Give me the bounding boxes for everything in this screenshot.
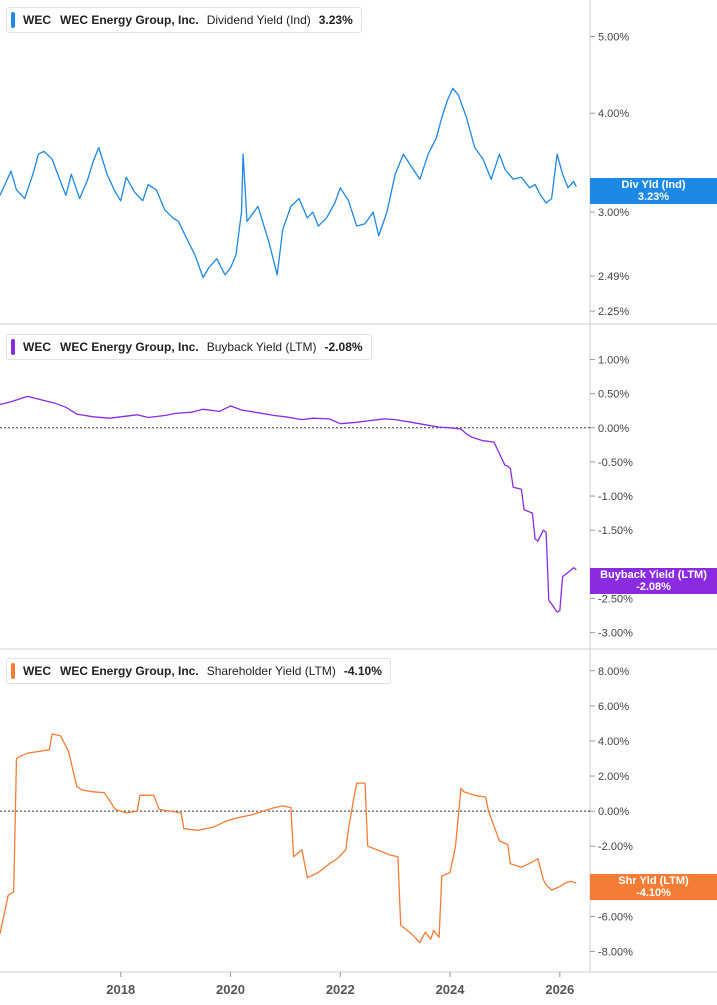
xtick-label: 2022 [326,982,355,997]
buyback-ytick-label: -1.00% [598,491,633,503]
dividend-ytick-label: 3.00% [598,207,629,219]
shareholder-ytick-label: 2.00% [598,771,629,783]
xtick-label: 2018 [106,982,135,997]
shareholder-legend-metric: Shareholder Yield (LTM) [206,664,336,678]
shareholder-badge-value: -4.10% [636,887,671,899]
buyback-legend[interactable]: WEC WEC Energy Group, Inc. Buyback Yield… [6,334,372,360]
buyback-ytick-label: -0.50% [598,457,633,469]
dividend-value-badge: Div Yld (Ind) 3.23% [590,178,717,204]
dividend-ytick-label: 2.25% [598,306,629,318]
shareholder-badge-label: Shr Yld (LTM) [618,875,689,887]
buyback-badge-value: -2.08% [636,581,671,593]
dividend-ytick-label: 2.49% [598,271,629,283]
shareholder-ytick-label: 4.00% [598,736,629,748]
buyback-ytick-label: -1.50% [598,525,633,537]
dividend-legend-swatch [11,12,15,28]
xtick-label: 2024 [436,982,466,997]
dividend-badge-label: Div Yld (Ind) [621,179,686,191]
xtick-label: 2020 [216,982,245,997]
dividend-badge-value: 3.23% [637,191,670,203]
dividend-series-line [0,87,577,279]
buyback-ytick-label: 0.50% [598,389,629,401]
shareholder-legend[interactable]: WEC WEC Energy Group, Inc. Shareholder Y… [6,658,391,684]
shareholder-legend-ticker: WEC [23,664,51,678]
buyback-legend-metric: Buyback Yield (LTM) [206,340,317,354]
shareholder-ytick-label: -8.00% [598,946,633,958]
xtick-label: 2026 [545,982,574,997]
buyback-ytick-label: 1.00% [598,354,629,366]
dividend-legend-value: 3.23% [318,13,353,27]
buyback-ytick-label: -3.00% [598,628,633,640]
shareholder-ytick-label: 8.00% [598,666,629,678]
buyback-legend-value: -2.08% [324,340,363,354]
buyback-legend-swatch [11,339,15,355]
shareholder-ytick-label: -2.00% [598,841,633,853]
dividend-legend-metric: Dividend Yield (Ind) [206,13,311,27]
shareholder-ytick-label: -6.00% [598,911,633,923]
buyback-badge-label: Buyback Yield (LTM) [600,569,707,581]
shareholder-legend-value: -4.10% [343,664,382,678]
dividend-ytick-label: 4.00% [598,108,629,120]
shareholder-legend-company: WEC Energy Group, Inc. [60,664,199,678]
buyback-series-line [0,395,577,613]
shareholder-value-badge: Shr Yld (LTM) -4.10% [590,874,717,900]
buyback-ytick-label: 0.00% [598,423,629,435]
buyback-legend-company: WEC Energy Group, Inc. [60,340,199,354]
shareholder-series-line [0,733,577,944]
buyback-legend-ticker: WEC [23,340,51,354]
dividend-legend[interactable]: WEC WEC Energy Group, Inc. Dividend Yiel… [6,7,362,33]
dividend-legend-company: WEC Energy Group, Inc. [60,13,199,27]
shareholder-ytick-label: 6.00% [598,701,629,713]
shareholder-legend-swatch [11,663,15,679]
dividend-ytick-label: 5.00% [598,31,629,43]
dividend-legend-ticker: WEC [23,13,51,27]
shareholder-ytick-label: 0.00% [598,806,629,818]
buyback-value-badge: Buyback Yield (LTM) -2.08% [590,568,717,594]
buyback-ytick-label: -2.50% [598,593,633,605]
